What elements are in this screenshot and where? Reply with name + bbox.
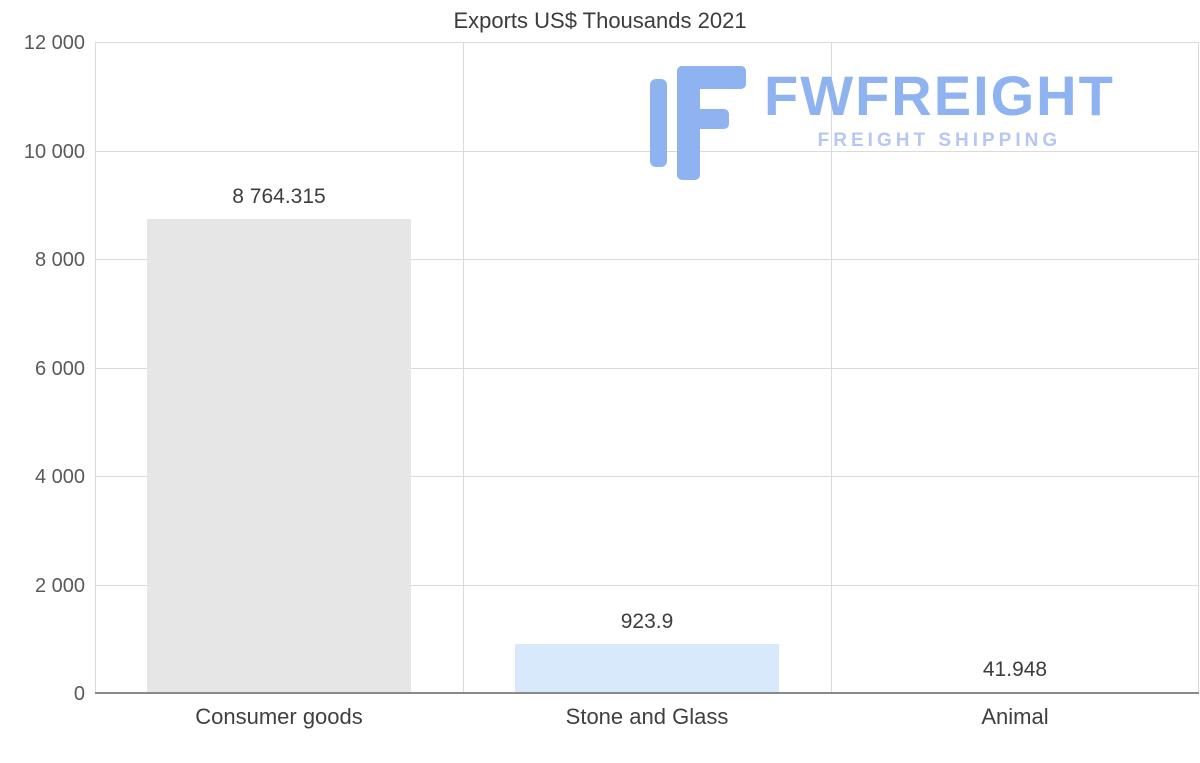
y-tick-label: 2 000	[34, 574, 85, 597]
y-tick-label: 4 000	[34, 466, 85, 489]
watermark-tagline: FREIGHT SHIPPING	[817, 130, 1062, 151]
x-axis-line	[95, 692, 1199, 694]
gridline-horizontal	[95, 476, 1199, 477]
chart-title: Exports US$ Thousands 2021	[453, 8, 747, 33]
gridline-vertical	[95, 43, 96, 694]
watermark-brand: FWFREIGHT	[764, 64, 1115, 127]
bar	[514, 643, 780, 694]
plot-area: 8 764.315 923.9 41.948	[95, 42, 1199, 694]
watermark-logo: FWFREIGHT FREIGHT SHIPPING	[650, 66, 1115, 180]
freight-logo-icon	[650, 66, 746, 180]
gridline-vertical	[462, 43, 464, 694]
bar-value-label: 41.948	[982, 657, 1048, 681]
y-tick-label: 6 000	[34, 357, 85, 380]
category-band: 923.9	[463, 43, 831, 694]
watermark-text: FWFREIGHT FREIGHT SHIPPING	[764, 66, 1115, 152]
category-band: 8 764.315	[95, 43, 463, 694]
gridline-horizontal	[95, 42, 1199, 43]
bar-value-label: 923.9	[620, 609, 674, 633]
y-tick-label: 12 000	[23, 32, 85, 54]
x-category-label: Stone and Glass	[565, 704, 729, 729]
gridline-vertical	[1198, 43, 1199, 694]
gridline-horizontal	[95, 150, 1199, 152]
x-axis: Consumer goods Stone and Glass Animal	[95, 704, 1199, 730]
gridline-horizontal	[95, 367, 1199, 369]
y-tick-label: 10 000	[23, 140, 85, 163]
gridline-vertical	[830, 43, 832, 694]
gridline-horizontal	[95, 259, 1199, 260]
bar-value-label: 8 764.315	[232, 184, 326, 208]
y-tick-label: 0	[73, 683, 85, 705]
x-category-label: Consumer goods	[195, 704, 363, 729]
y-axis: 0 2 000 4 000 6 000 8 000 10 000 12 000	[0, 32, 85, 705]
x-category-label: Animal	[981, 704, 1049, 729]
y-tick-label: 8 000	[34, 249, 85, 272]
gridline-horizontal	[95, 584, 1199, 586]
bar	[146, 218, 412, 694]
